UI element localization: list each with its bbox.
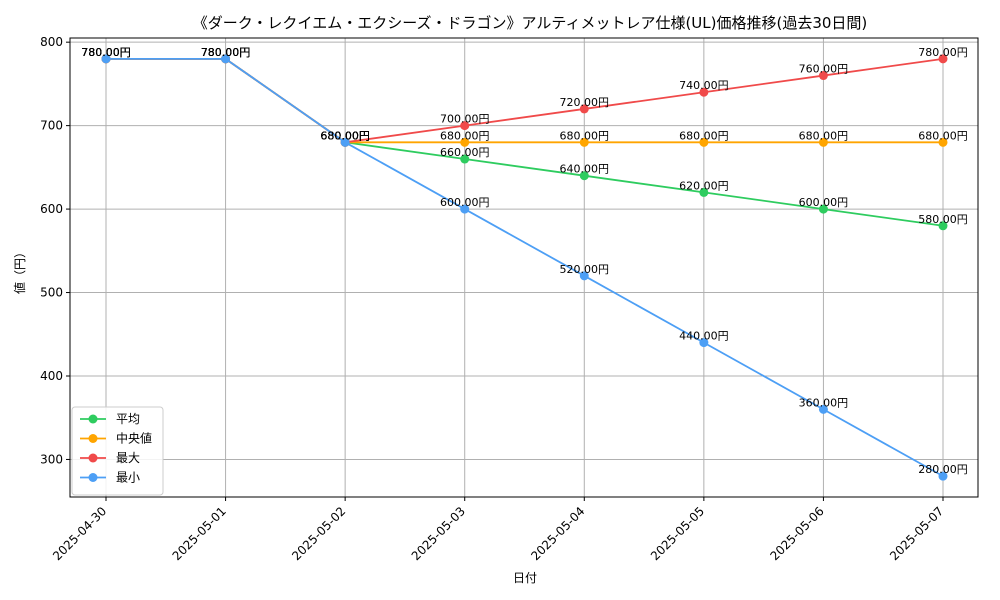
data-label-最大-2025-05-02: 680.00円 xyxy=(320,129,370,142)
x-axis-label: 日付 xyxy=(513,571,537,585)
plot-frame xyxy=(69,37,979,498)
data-point-平均-2025-05-03 xyxy=(460,154,470,164)
data-label-最大-2025-05-04: 720.00円 xyxy=(560,96,610,109)
legend-item-最大: 最大 xyxy=(80,451,140,465)
data-label-中央値-2025-04-30: 780.00円 xyxy=(81,46,131,59)
y-axis-label: 値（円） xyxy=(12,246,27,294)
data-point-中央値-2025-05-03 xyxy=(460,137,470,147)
data-point-中央値-2025-05-05 xyxy=(699,137,709,147)
y-tick-label-500: 500 xyxy=(40,286,63,300)
data-label-最小-2025-05-04: 520.00円 xyxy=(560,263,610,276)
data-label-最大-2025-05-05: 740.00円 xyxy=(679,79,729,92)
series-最小 xyxy=(101,54,948,481)
data-point-最大-2025-05-03 xyxy=(460,121,470,131)
data-label-最小-2025-05-07: 280.00円 xyxy=(918,463,968,476)
data-point-最小-2025-05-04 xyxy=(579,271,589,281)
data-label-最大-2025-04-30: 780.00円 xyxy=(81,46,131,59)
y-tick-label-800: 800 xyxy=(40,35,63,49)
data-label-平均-2025-05-04: 640.00円 xyxy=(560,163,610,176)
chart-title: 《ダーク・レクイエム・エクシーズ・ドラゴン》アルティメットレア仕様(UL)価格推… xyxy=(193,14,868,32)
data-label-最小-2025-05-06: 360.00円 xyxy=(799,396,849,409)
data-point-最小-2025-05-06 xyxy=(818,404,828,414)
data-label-中央値-2025-05-06: 680.00円 xyxy=(799,129,849,142)
data-labels-layer: 780.00円 780.00円 680.00円 660.00円 640.00円 620.0… xyxy=(81,46,968,476)
data-label-最小-2025-04-30: 780.00円 xyxy=(81,46,131,59)
x-axis-ticks: 2025-04-30 2025-05-01 2025-05-02 2025-05-03… xyxy=(50,497,946,563)
data-label-最小-2025-05-03: 600.00円 xyxy=(440,196,490,209)
x-tick-label-2025-05-07: 2025-05-07 xyxy=(887,504,946,563)
data-label-最小-2025-05-02: 680.00円 xyxy=(320,129,370,142)
data-label-平均-2025-05-01: 780.00円 xyxy=(201,46,251,59)
x-tick-label-2025-05-05: 2025-05-05 xyxy=(648,504,707,563)
data-point-最大-2025-05-04 xyxy=(579,104,589,114)
data-point-平均-2025-05-06 xyxy=(818,204,828,214)
data-label-最大-2025-05-03: 700.00円 xyxy=(440,113,490,126)
legend-item-平均: 平均 xyxy=(80,412,140,426)
y-tick-label-600: 600 xyxy=(40,202,63,216)
legend-marker-平均 xyxy=(88,414,98,424)
data-label-中央値-2025-05-03: 680.00円 xyxy=(440,129,490,142)
grid xyxy=(70,38,978,497)
legend-label-最大: 最大 xyxy=(116,451,140,465)
data-point-最大-2025-05-05 xyxy=(699,87,709,97)
legend-marker-最小 xyxy=(88,473,98,482)
data-label-平均-2025-04-30: 780.00円 xyxy=(81,46,131,59)
x-tick-label-2025-05-02: 2025-05-02 xyxy=(289,504,348,563)
x-tick-label-2025-05-03: 2025-05-03 xyxy=(409,504,468,563)
series-line-最小 xyxy=(106,57,944,477)
data-point-中央値-2025-05-07 xyxy=(938,137,948,147)
legend-label-平均: 平均 xyxy=(116,412,140,426)
y-axis-ticks: 300 400 500 600 700 800 xyxy=(40,35,70,466)
data-point-最大-2025-05-07 xyxy=(938,54,948,64)
data-label-中央値-2025-05-02: 680.00円 xyxy=(320,129,370,142)
data-point-中央値-2025-05-06 xyxy=(818,137,828,147)
data-label-平均-2025-05-02: 680.00円 xyxy=(320,129,370,142)
data-point-最小-2025-05-03 xyxy=(460,204,470,214)
data-point-最小-2025-05-07 xyxy=(938,471,948,481)
data-point-最小-2025-05-02 xyxy=(340,137,350,147)
data-label-最大-2025-05-01: 780.00円 xyxy=(201,46,251,59)
data-point-平均-2025-05-07 xyxy=(938,221,948,231)
data-point-最小-2025-05-01 xyxy=(221,54,231,64)
x-tick-label-2025-04-30: 2025-04-30 xyxy=(50,504,109,563)
legend-label-最小: 最小 xyxy=(116,471,140,485)
data-point-平均-2025-05-05 xyxy=(699,187,709,197)
legend-label-中央値: 中央値 xyxy=(116,431,152,446)
data-label-中央値-2025-05-04: 680.00円 xyxy=(560,129,610,142)
data-point-最小-2025-05-05 xyxy=(699,338,709,348)
data-label-最大-2025-05-06: 760.00円 xyxy=(799,63,849,76)
legend-item-中央値: 中央値 xyxy=(80,431,152,446)
y-tick-label-700: 700 xyxy=(40,119,63,133)
data-point-中央値-2025-05-04 xyxy=(579,137,589,147)
legend-item-最小: 最小 xyxy=(80,471,140,485)
y-tick-label-300: 300 xyxy=(40,452,63,466)
data-label-平均-2025-05-03: 660.00円 xyxy=(440,146,490,159)
legend-marker-中央値 xyxy=(88,434,98,443)
y-tick-label-400: 400 xyxy=(40,369,63,383)
data-label-中央値-2025-05-01: 780.00円 xyxy=(201,46,251,59)
legend-box xyxy=(71,406,164,496)
data-label-平均-2025-05-06: 600.00円 xyxy=(799,196,849,209)
data-label-最大-2025-05-07: 780.00円 xyxy=(918,46,968,59)
data-label-平均-2025-05-05: 620.00円 xyxy=(679,179,729,192)
data-point-平均-2025-05-04 xyxy=(579,171,589,181)
data-label-中央値-2025-05-05: 680.00円 xyxy=(679,129,729,142)
x-tick-label-2025-05-01: 2025-05-01 xyxy=(170,504,229,563)
x-tick-label-2025-05-06: 2025-05-06 xyxy=(768,504,827,563)
data-point-最大-2025-05-06 xyxy=(818,71,828,81)
data-label-最小-2025-05-05: 440.00円 xyxy=(679,330,729,343)
data-label-最小-2025-05-01: 780.00円 xyxy=(201,46,251,59)
data-label-中央値-2025-05-07: 680.00円 xyxy=(918,129,968,142)
x-tick-label-2025-05-04: 2025-05-04 xyxy=(528,504,587,563)
data-label-平均-2025-05-07: 580.00円 xyxy=(918,213,968,226)
data-point-最小-2025-04-30 xyxy=(101,54,111,64)
series-layer xyxy=(101,54,948,481)
legend-marker-最大 xyxy=(88,453,98,463)
